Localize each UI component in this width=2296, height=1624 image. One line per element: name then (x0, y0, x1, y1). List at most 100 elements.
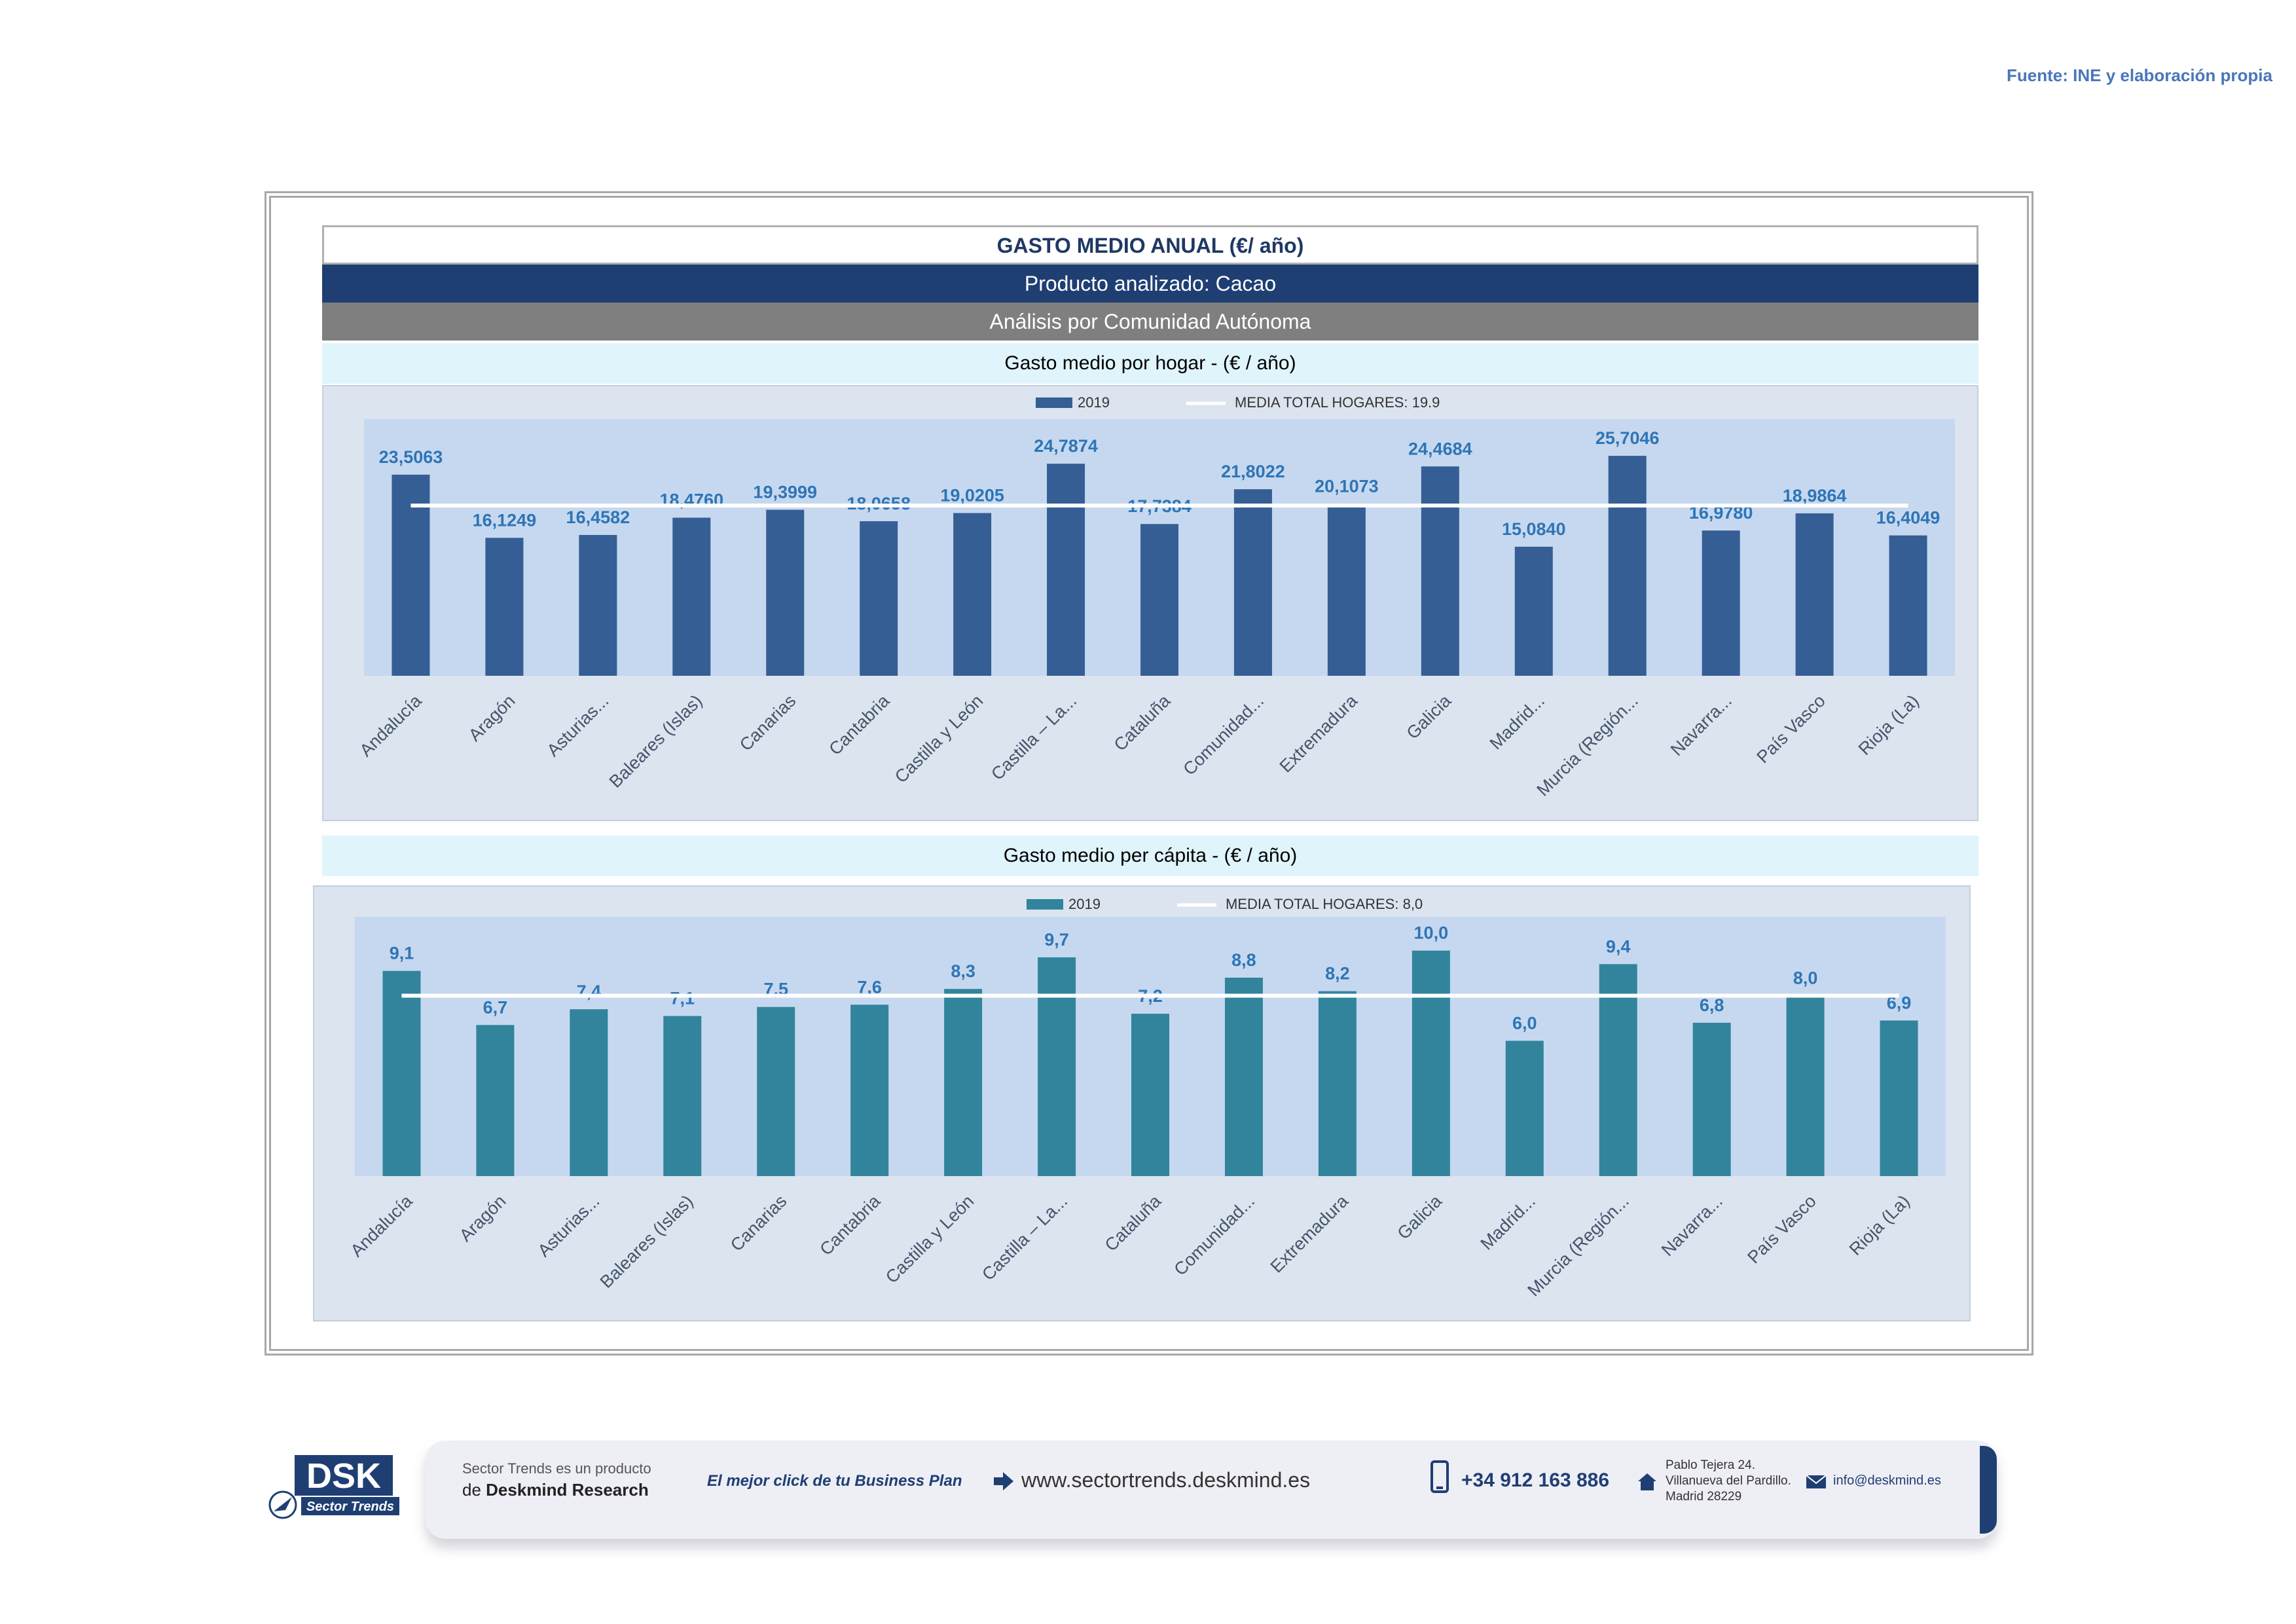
legend-series-swatch (1027, 899, 1063, 910)
data-label-3: 16,4582 (566, 507, 630, 527)
bar-17 (1880, 1020, 1918, 1176)
x-tick-label-11: Extremadura (1267, 1190, 1353, 1276)
x-tick-label-12: Galicia (1393, 1190, 1446, 1243)
x-tick-label-2: Aragón (456, 1191, 510, 1246)
dsk-logo-mark: DSK Sector Trends (268, 1455, 399, 1519)
data-label-13: 6,0 (1512, 1013, 1537, 1033)
chart1-title: Gasto medio por hogar - (€ / año) (322, 343, 1978, 384)
legend-series-label: 2019 (1078, 394, 1110, 411)
data-label-10: 21,8022 (1221, 462, 1285, 481)
data-label-1: 23,5063 (379, 447, 443, 467)
click-arrow-icon (994, 1472, 1013, 1490)
legend-mean-label: MEDIA TOTAL HOGARES: 8,0 (1226, 896, 1423, 912)
bar-8 (1047, 464, 1085, 676)
data-label-14: 25,7046 (1595, 428, 1660, 448)
bar-14 (1608, 456, 1647, 676)
bar-15 (1702, 530, 1740, 676)
data-label-11: 8,2 (1325, 964, 1350, 984)
logo-sub-text: Sector Trends (306, 1500, 394, 1514)
legend-mean-label: MEDIA TOTAL HOGARES: 19.9 (1235, 394, 1440, 411)
data-label-8: 9,7 (1044, 930, 1069, 950)
data-label-6: 18,0658 (847, 494, 911, 513)
bar-7 (944, 989, 983, 1176)
x-tick-label-6: Cantabria (816, 1190, 884, 1259)
bar-17 (1889, 535, 1927, 676)
data-label-10: 8,8 (1231, 950, 1256, 970)
bar-14 (1599, 964, 1637, 1176)
data-label-2: 6,7 (483, 997, 508, 1017)
chart2-title: Gasto medio per cápita - (€ / año) (322, 836, 1978, 876)
bar-3 (579, 534, 617, 676)
x-tick-label-17: Rioja (La) (1846, 1191, 1914, 1259)
bar-12 (1412, 950, 1450, 1176)
footer-website[interactable]: www.sectortrends.deskmind.es (1021, 1468, 1311, 1492)
report-frame-inner (269, 196, 2029, 1351)
source-note: Fuente: INE y elaboración propia (2007, 65, 2272, 85)
analysis-banner: Análisis por Comunidad Autónoma (322, 303, 1978, 341)
bar-4 (663, 1016, 702, 1176)
data-label-2: 16,1249 (473, 510, 537, 530)
legend-series-label: 2019 (1068, 896, 1101, 912)
data-label-3: 7,4 (577, 982, 602, 1001)
data-label-16: 18,9864 (1783, 486, 1847, 506)
footer-brand: Deskmind Research (486, 1480, 649, 1500)
bar-5 (766, 509, 805, 676)
chart2-legend: 2019 MEDIA TOTAL HOGARES: 8,0 (1027, 896, 1423, 912)
dsk-logo: DSK Sector Trends (267, 1454, 405, 1519)
data-label-12: 24,4684 (1408, 439, 1472, 458)
bar-15 (1692, 1022, 1731, 1176)
legend-series-swatch (1036, 397, 1072, 408)
data-label-7: 8,3 (951, 961, 975, 981)
data-label-6: 7,6 (857, 977, 882, 997)
bar-2 (485, 538, 524, 676)
logo-main-text: DSK (306, 1456, 381, 1496)
x-tick-label-9: Cataluña (1101, 1190, 1165, 1255)
x-tick-label-8: Castilla – La... (978, 1191, 1071, 1284)
footer-address3: Madrid 28229 (1666, 1490, 1742, 1504)
data-label-1: 9,1 (390, 944, 414, 963)
data-label-4: 7,1 (670, 989, 695, 1008)
bar-16 (1795, 513, 1834, 676)
report-frame (264, 191, 2033, 1356)
x-tick-label-7: Castilla y León (882, 1191, 977, 1287)
x-tick-label-13: Madrid... (1477, 1191, 1539, 1253)
data-label-12: 10,0 (1414, 923, 1449, 943)
x-tick-label-14: Murcia (Región... (1523, 1191, 1633, 1301)
x-tick-label-1: Andalucía (347, 1190, 417, 1261)
bar-7 (953, 513, 992, 676)
footer-bar: Sector Trends es un producto de Deskmind… (426, 1441, 1997, 1539)
x-tick-label-4: Baleares (Islas) (596, 1191, 697, 1292)
data-label-5: 19,3999 (753, 483, 817, 502)
x-tick-label-5: Canarias (727, 1191, 791, 1255)
footer-accent (1980, 1446, 1997, 1534)
footer-address1: Pablo Tejera 24. (1666, 1458, 1755, 1472)
x-tick-label-10: Comunidad... (1170, 1191, 1258, 1280)
bar-3 (570, 1009, 608, 1176)
footer-email[interactable]: info@deskmind.es (1833, 1473, 1941, 1488)
data-label-17: 16,4049 (1876, 508, 1941, 528)
data-label-14: 9,4 (1606, 936, 1631, 956)
bar-13 (1514, 546, 1553, 676)
bar-8 (1038, 957, 1076, 1176)
bar-5 (757, 1006, 795, 1176)
data-label-15: 6,8 (1700, 995, 1724, 1015)
bar-6 (850, 1005, 889, 1176)
bar-6 (860, 521, 898, 676)
footer-slogan: El mejor click de tu Business Plan (707, 1472, 962, 1490)
phone-icon (1430, 1460, 1449, 1493)
x-tick-label-15: Navarra... (1658, 1191, 1726, 1260)
bar-11 (1318, 991, 1357, 1176)
email-icon (1806, 1475, 1827, 1488)
bar-12 (1421, 466, 1459, 676)
x-tick-label-16: País Vasco (1743, 1191, 1819, 1267)
home-icon (1638, 1473, 1656, 1490)
bar-1 (392, 474, 430, 676)
bar-10 (1224, 977, 1263, 1176)
bar-2 (476, 1025, 515, 1176)
footer-line1: Sector Trends es un producto (462, 1460, 651, 1477)
report-title: GASTO MEDIO ANUAL (€/ año) (322, 225, 1978, 265)
bar-9 (1140, 524, 1178, 676)
footer-phone[interactable]: +34 912 163 886 (1461, 1469, 1610, 1491)
data-label-16: 8,0 (1793, 969, 1818, 988)
